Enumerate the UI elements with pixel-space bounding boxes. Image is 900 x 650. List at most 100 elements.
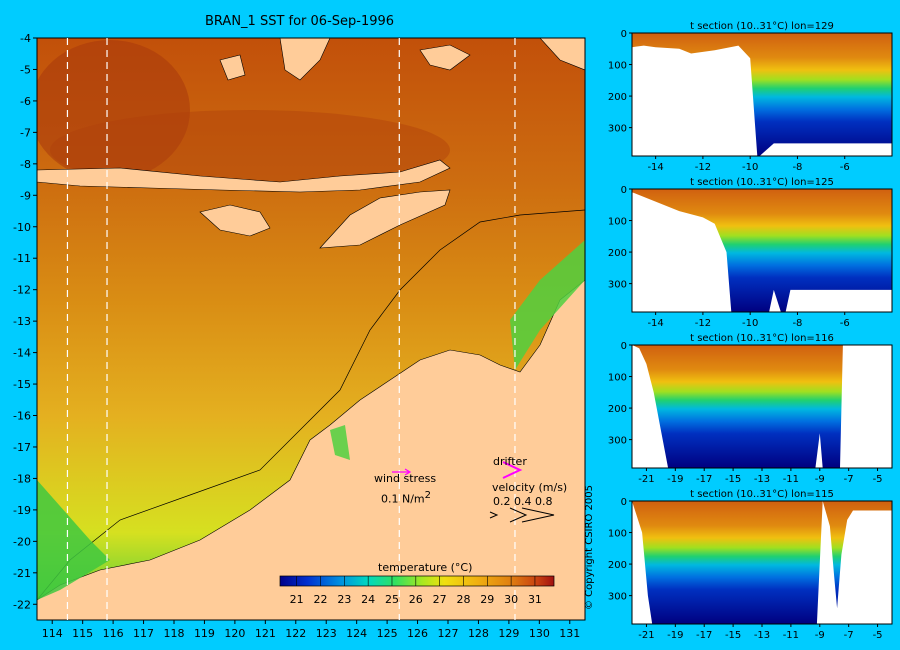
- section-x-tick-label: -5: [873, 474, 883, 485]
- section-x-tick-label: -13: [754, 630, 770, 641]
- map-x-tick-label: 123: [316, 627, 337, 640]
- velocity-values: 0.2 0.4 0.8: [493, 495, 553, 508]
- colorbar-tick-label: 22: [314, 593, 328, 606]
- section-seabed: [632, 192, 892, 312]
- section-panel-2: t section (10..31°C) lon=125 -14 -12 -10 -8 -…: [608, 177, 893, 329]
- map-land-java: [37, 159, 451, 193]
- map-y-tick-label: -7: [20, 126, 31, 139]
- section-y-tick-label: 300: [608, 436, 627, 447]
- section-x-tick-label: -10: [742, 162, 758, 173]
- section-x-tick-label: -7: [844, 630, 854, 641]
- map-x-tick-label: 119: [194, 627, 215, 640]
- section-y-tick-label: 0: [621, 341, 627, 352]
- map-land-sumba: [199, 204, 271, 237]
- map-x-tick-label: 125: [377, 627, 398, 640]
- map-title: BRAN_1 SST for 06-Sep-1996: [205, 14, 395, 29]
- section-title: t section (10..31°C) lon=115: [690, 489, 834, 500]
- section-panel-4: t section (10..31°C) lon=115 -21 -19 -17 -15…: [608, 489, 893, 641]
- section-x-tick-label: -12: [695, 162, 711, 173]
- map-y-tick-label: -10: [13, 221, 31, 234]
- colorbar-tick-label: 27: [433, 593, 447, 606]
- map-y-tick-label: -5: [20, 63, 31, 76]
- section-y-tick-label: 300: [608, 280, 627, 291]
- map-y-tick-label: -18: [13, 472, 31, 485]
- wind-stress-value-text: 0.1 N/m: [381, 492, 425, 506]
- colorbar-tick-label: 29: [480, 593, 494, 606]
- wind-stress-value: 0.1 N/m2: [381, 490, 431, 506]
- map-x-tick-label: 130: [529, 627, 550, 640]
- map-y-tick-label: -22: [13, 598, 31, 611]
- map-land-north-islands: [219, 38, 585, 81]
- section-x-tick-label: -5: [873, 630, 883, 641]
- section-x-tick-label: -8: [792, 318, 802, 329]
- map-y-tick-label: -11: [13, 252, 31, 265]
- section-seabed: [632, 501, 892, 624]
- section-x-tick-label: -14: [647, 162, 663, 173]
- colorbar-label: temperature (°C): [378, 561, 473, 574]
- section-x-tick-label: -14: [647, 318, 663, 329]
- section-x-tick-label: -19: [667, 630, 683, 641]
- map-x-tick-label: 114: [42, 627, 63, 640]
- map-y-tick-label: -6: [20, 95, 31, 108]
- section-y-tick-label: 300: [608, 124, 627, 135]
- wind-stress-exponent: 2: [424, 490, 432, 501]
- drifter-arrow-icon: [502, 461, 523, 479]
- map-y-tick-label: -15: [13, 378, 31, 391]
- wind-stress-label: wind stress: [374, 472, 437, 485]
- section-x-tick-label: -21: [638, 630, 654, 641]
- map-land-timor: [319, 189, 451, 249]
- section-y-tick-label: 100: [608, 61, 627, 72]
- map-x-tick-label: 127: [438, 627, 459, 640]
- section-x-tick-label: -13: [754, 474, 770, 485]
- map-land-sulawesi: [279, 38, 331, 81]
- section-title: t section (10..31°C) lon=129: [690, 21, 834, 32]
- map-y-tick-label: -13: [13, 315, 31, 328]
- section-x-tick-label: -10: [742, 318, 758, 329]
- map-x-tick-label: 115: [72, 627, 93, 640]
- colorbar-tick-label: 26: [409, 593, 423, 606]
- section-x-tick-label: -15: [725, 630, 741, 641]
- colorbar-tick-label: 31: [528, 593, 542, 606]
- section-x-tick-label: -11: [783, 474, 799, 485]
- section-seabed: [632, 345, 892, 468]
- section-y-tick-label: 100: [608, 373, 627, 384]
- map-y-tick-label: -9: [20, 189, 31, 202]
- map-y-tick-label: -16: [13, 410, 31, 423]
- colorbar-tick-label: 28: [456, 593, 470, 606]
- colorbar-tick-label: 23: [337, 593, 351, 606]
- map-y-tick-label: -19: [13, 504, 31, 517]
- section-y-tick-label: 200: [608, 92, 627, 103]
- map-x-tick-label: 124: [346, 627, 367, 640]
- section-x-tick-label: -8: [792, 162, 802, 173]
- section-seabed: [632, 45, 892, 156]
- copyright: © Copyright CSIRO 2005: [584, 485, 595, 610]
- map-x-tick-label: 128: [468, 627, 489, 640]
- section-y-tick-label: 0: [621, 497, 627, 508]
- colorbar-tick-label: 24: [361, 593, 375, 606]
- map-y-tick-label: -14: [13, 347, 31, 360]
- map-y-tick-label: -4: [20, 32, 31, 45]
- colorbar: [279, 575, 555, 587]
- map-y-tick-label: -20: [13, 535, 31, 548]
- wind-stress-arrow-icon: [392, 468, 412, 476]
- section-x-tick-label: -7: [844, 474, 854, 485]
- map-y-tick-label: -8: [20, 158, 31, 171]
- section-x-tick-label: -11: [783, 630, 799, 641]
- map-x-tick-label: 118: [164, 627, 185, 640]
- section-x-tick-label: -21: [638, 474, 654, 485]
- section-x-tick-label: -19: [667, 474, 683, 485]
- map-x-tick-label: 126: [407, 627, 428, 640]
- section-y-tick-label: 100: [608, 217, 627, 228]
- section-x-tick-label: -6: [840, 318, 850, 329]
- section-x-tick-label: -12: [695, 318, 711, 329]
- section-y-tick-label: 200: [608, 404, 627, 415]
- map-x-tick-label: 131: [559, 627, 580, 640]
- section-panel-1: t section (10..31°C) lon=129 -14 -12 -10 -8 -…: [608, 21, 893, 173]
- section-y-tick-label: 200: [608, 560, 627, 571]
- map-x-tick-label: 121: [255, 627, 276, 640]
- map-x-tick-label: 116: [103, 627, 124, 640]
- map-x-tick-label: 122: [285, 627, 306, 640]
- map-y-tick-label: -12: [13, 284, 31, 297]
- section-x-tick-label: -6: [840, 162, 850, 173]
- section-y-tick-label: 100: [608, 529, 627, 540]
